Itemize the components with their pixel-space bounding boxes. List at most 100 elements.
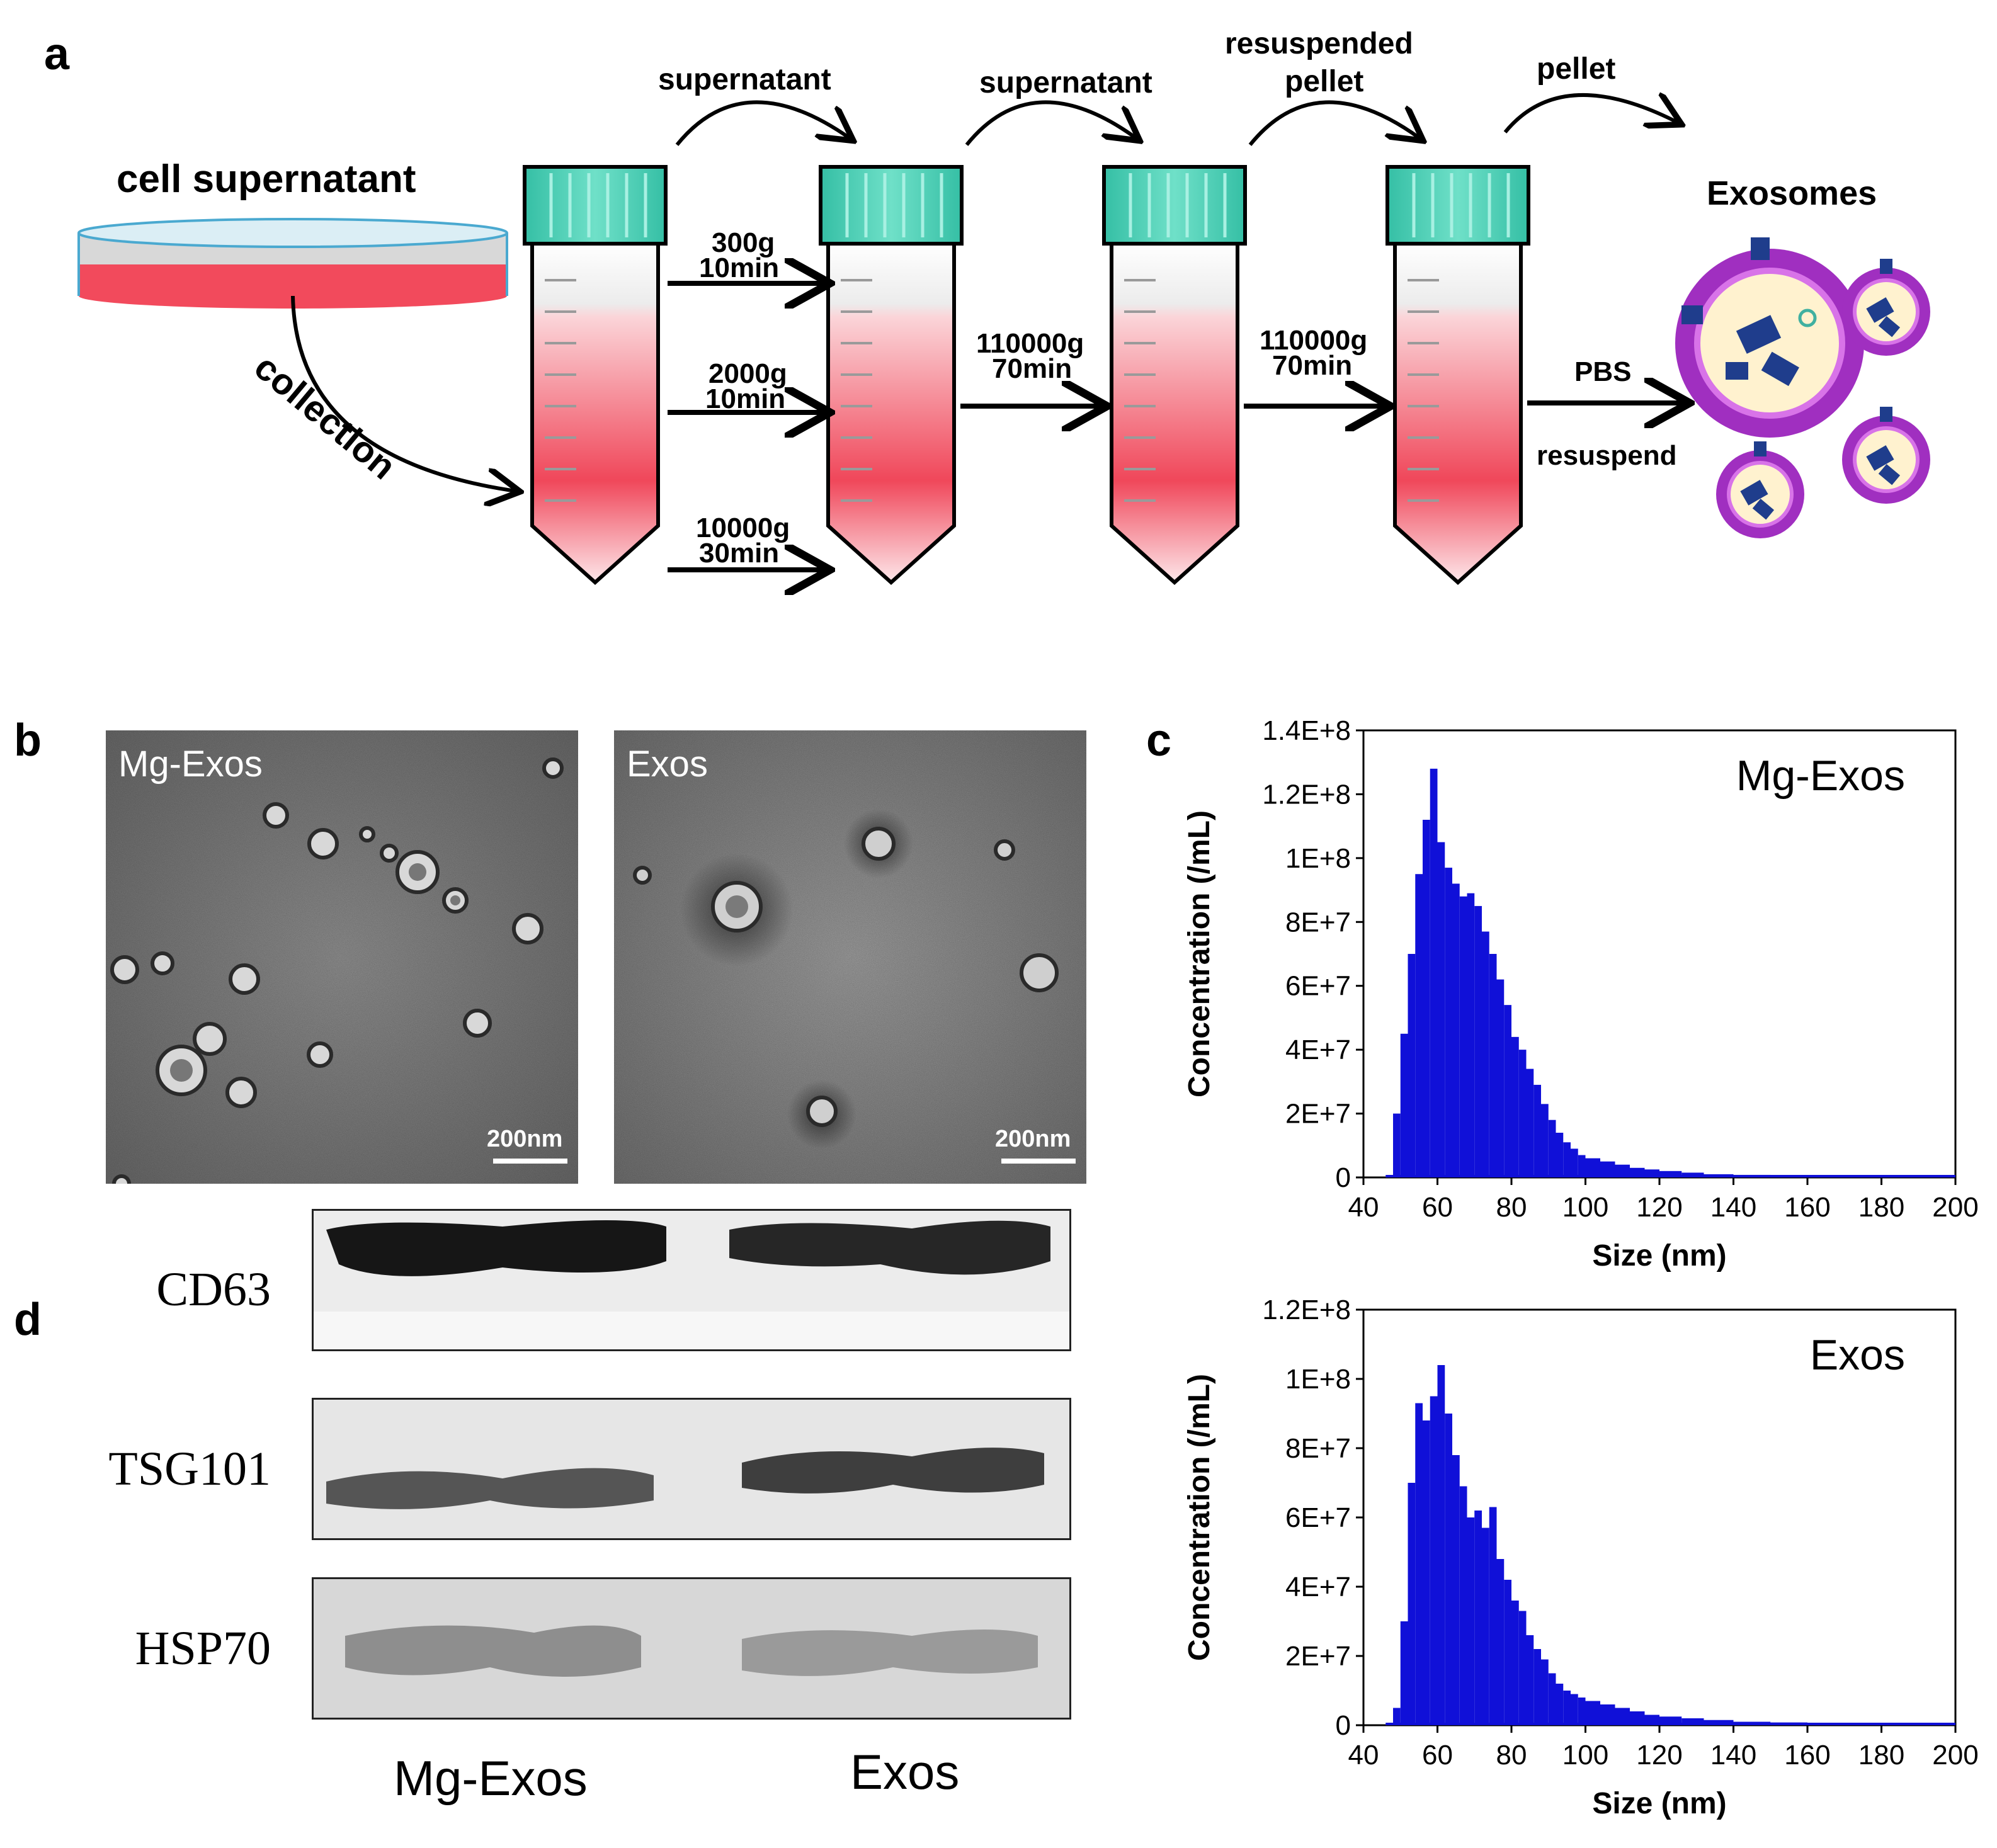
panel-letter-c: c: [1146, 715, 1172, 766]
histogram-bar: [1578, 1698, 1586, 1725]
y-tick-label: 0: [1336, 1710, 1351, 1741]
histogram-bar: [1571, 1148, 1578, 1177]
histogram-bar: [1526, 1635, 1534, 1725]
histogram-bar: [1423, 820, 1430, 1177]
exosomes-label: Exosomes: [1707, 174, 1877, 212]
transfer-label-3-line2: pellet: [1285, 65, 1363, 98]
histogram-bar: [1452, 1455, 1460, 1725]
histogram-bar: [1393, 1708, 1401, 1725]
nta-chart-mg-exos: 40 60 80 100 120 140 160 180 200 0 2E+7 4E+7 6E+7 8E+…: [1184, 718, 1977, 1273]
histogram-bar: [1400, 1621, 1408, 1725]
y-tick-label: 8E+7: [1285, 907, 1351, 938]
histogram-bar: [1393, 1113, 1401, 1177]
histogram-bar: [1504, 1580, 1511, 1725]
histogram-bar: [1659, 1171, 1682, 1177]
pbs-label: PBS: [1574, 356, 1631, 387]
x-axis-title: Size (nm): [1592, 1787, 1726, 1820]
x-tick-label: 100: [1562, 1192, 1608, 1223]
wb-lane-exos: Exos: [850, 1744, 960, 1800]
histogram-bar: [1571, 1694, 1578, 1725]
histogram-bar: [1578, 1155, 1586, 1177]
x-axis-title: Size (nm): [1592, 1239, 1726, 1273]
blot-tsg101: [312, 1398, 1071, 1540]
nta-chart-exos: 40 60 80 100 120 140 160 180 200 0 2E+7 4E+7 6E+7 8E+…: [1184, 1297, 1977, 1820]
histogram-bar: [1415, 1403, 1423, 1725]
y-tick-label: 1.2E+8: [1262, 1297, 1351, 1325]
histogram-bar: [1704, 1720, 1734, 1725]
ultra-time-1: 70min: [992, 353, 1072, 384]
ultra-time-2: 70min: [1272, 350, 1352, 381]
x-tick-label: 80: [1496, 1192, 1527, 1223]
histogram-bar: [1548, 1673, 1556, 1725]
histogram-bar: [1511, 1036, 1519, 1177]
dish-label: cell supernatant: [117, 157, 416, 201]
histogram-bar: [1467, 1517, 1475, 1725]
histogram-bar: [1548, 1120, 1556, 1177]
resuspend-label: resuspend: [1537, 440, 1677, 471]
spin-g-2: 2000g: [708, 358, 787, 389]
histogram-bar: [1437, 842, 1445, 1177]
x-tick-label: 60: [1422, 1192, 1453, 1223]
y-tick-label: 4E+7: [1285, 1035, 1351, 1065]
spin-g-1: 300g: [712, 227, 775, 258]
histogram-bar: [1445, 1414, 1452, 1725]
histogram-bar: [1585, 1158, 1600, 1177]
histogram-bar: [1615, 1708, 1630, 1725]
culture-dish: [77, 218, 508, 309]
y-tick-label: 6E+7: [1285, 971, 1351, 1002]
tem-scale-text-exos: 200nm: [995, 1126, 1071, 1152]
histogram-bar: [1563, 1142, 1571, 1177]
histogram-bar: [1600, 1704, 1615, 1725]
wb-protein-tsg101: TSG101: [108, 1443, 271, 1495]
x-tick-label: 200: [1932, 1192, 1977, 1223]
x-tick-label: 120: [1636, 1192, 1682, 1223]
histogram-bar: [1504, 1005, 1511, 1177]
histogram-bar: [1452, 883, 1460, 1177]
y-tick-label: 2E+7: [1285, 1099, 1351, 1130]
x-tick-label: 60: [1422, 1740, 1453, 1771]
histogram-bar: [1467, 893, 1475, 1177]
blot-hsp70: [312, 1577, 1071, 1720]
histogram-bar: [1556, 1684, 1564, 1725]
histogram-bar: [1474, 1511, 1482, 1725]
isolation-schematic: cell supernatant collection supernatant …: [77, 27, 1997, 693]
histogram-bar: [1430, 1396, 1438, 1725]
histogram-bar: [1445, 868, 1452, 1177]
y-tick-label: 4E+7: [1285, 1572, 1351, 1602]
histogram-bar: [1518, 1611, 1527, 1725]
y-tick-label: 6E+7: [1285, 1502, 1351, 1533]
blot-cd63: [312, 1209, 1071, 1351]
wb-lane-mg-exos: Mg-Exos: [394, 1750, 588, 1806]
tem-scale-bar-mg-exos: [493, 1159, 567, 1164]
tem-image-mg-exos: Mg-Exos 200nm: [106, 730, 578, 1184]
sample-label: Mg-Exos: [1736, 752, 1905, 800]
spin-time-3: 30min: [699, 538, 779, 569]
histogram-bar: [1408, 1483, 1416, 1725]
histogram-bar: [1615, 1164, 1630, 1177]
histogram-bar: [1437, 1365, 1445, 1725]
histogram-bar: [1563, 1691, 1571, 1725]
transfer-label-2: supernatant: [979, 66, 1152, 99]
spin-time-1: 10min: [699, 252, 779, 283]
x-tick-label: 140: [1710, 1192, 1756, 1223]
y-tick-label: 1E+8: [1285, 1364, 1351, 1395]
tem-label-exos: Exos: [627, 744, 708, 785]
transfer-label-4: pellet: [1537, 52, 1615, 86]
tem-scale-text-mg-exos: 200nm: [487, 1126, 563, 1152]
y-tick-label: 1.2E+8: [1262, 779, 1351, 810]
x-tick-label: 120: [1636, 1740, 1682, 1771]
histogram-bar: [1511, 1601, 1519, 1725]
y-tick-label: 0: [1336, 1162, 1351, 1193]
histogram-bar: [1482, 1528, 1489, 1725]
wb-protein-hsp70: HSP70: [135, 1622, 271, 1675]
histogram-bar: [1415, 874, 1423, 1177]
histogram-bar: [1459, 1486, 1467, 1725]
histogram-bar: [1489, 1507, 1497, 1725]
spin-time-2: 10min: [705, 383, 785, 414]
x-tick-label: 180: [1858, 1192, 1904, 1223]
histogram-bar: [1630, 1711, 1645, 1725]
x-tick-label: 200: [1932, 1740, 1977, 1771]
y-tick-label: 1.4E+8: [1262, 718, 1351, 746]
y-axis-title: Concentration (/mL): [1184, 810, 1216, 1097]
y-tick-label: 2E+7: [1285, 1641, 1351, 1672]
